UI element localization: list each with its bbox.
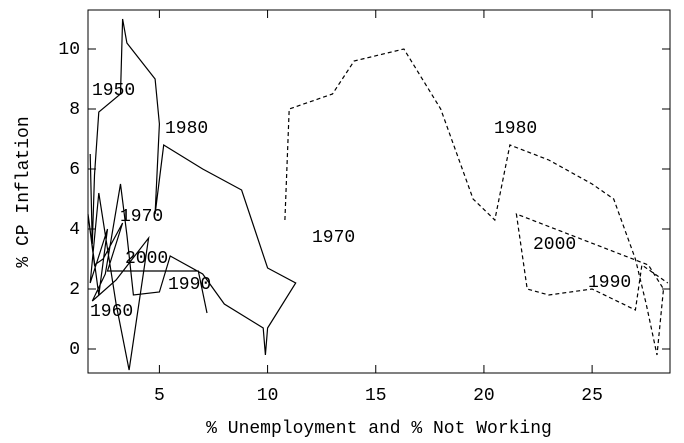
x-axis-label: % Unemployment and % Not Working — [206, 419, 552, 439]
annotation: 1970 — [312, 228, 355, 248]
x-tick-label: 20 — [473, 386, 495, 406]
annotation: 1990 — [168, 275, 211, 295]
y-tick-label: 6 — [69, 160, 80, 180]
x-tick-label: 15 — [365, 386, 387, 406]
plot-frame — [87, 9, 671, 374]
y-tick-label: 2 — [69, 280, 80, 300]
series-line — [284, 48, 669, 356]
x-tick-label: 25 — [581, 386, 603, 406]
x-tick-label: 5 — [154, 386, 165, 406]
y-axis-label: % CP Inflation — [14, 116, 34, 267]
y-tick-label: 8 — [69, 100, 80, 120]
annotation: 1950 — [92, 81, 135, 101]
series-line — [87, 18, 297, 371]
annotation: 1980 — [165, 119, 208, 139]
x-tick-label: 10 — [257, 386, 279, 406]
y-tick-label: 10 — [58, 40, 80, 60]
y-tick-label: 4 — [69, 220, 80, 240]
y-tick-label: 0 — [69, 340, 80, 360]
annotation: 1970 — [120, 207, 163, 227]
annotation: 2000 — [533, 235, 576, 255]
annotation: 2000 — [125, 249, 168, 269]
annotation: 1980 — [494, 119, 537, 139]
annotation: 1960 — [90, 302, 133, 322]
annotation: 1990 — [588, 273, 631, 293]
